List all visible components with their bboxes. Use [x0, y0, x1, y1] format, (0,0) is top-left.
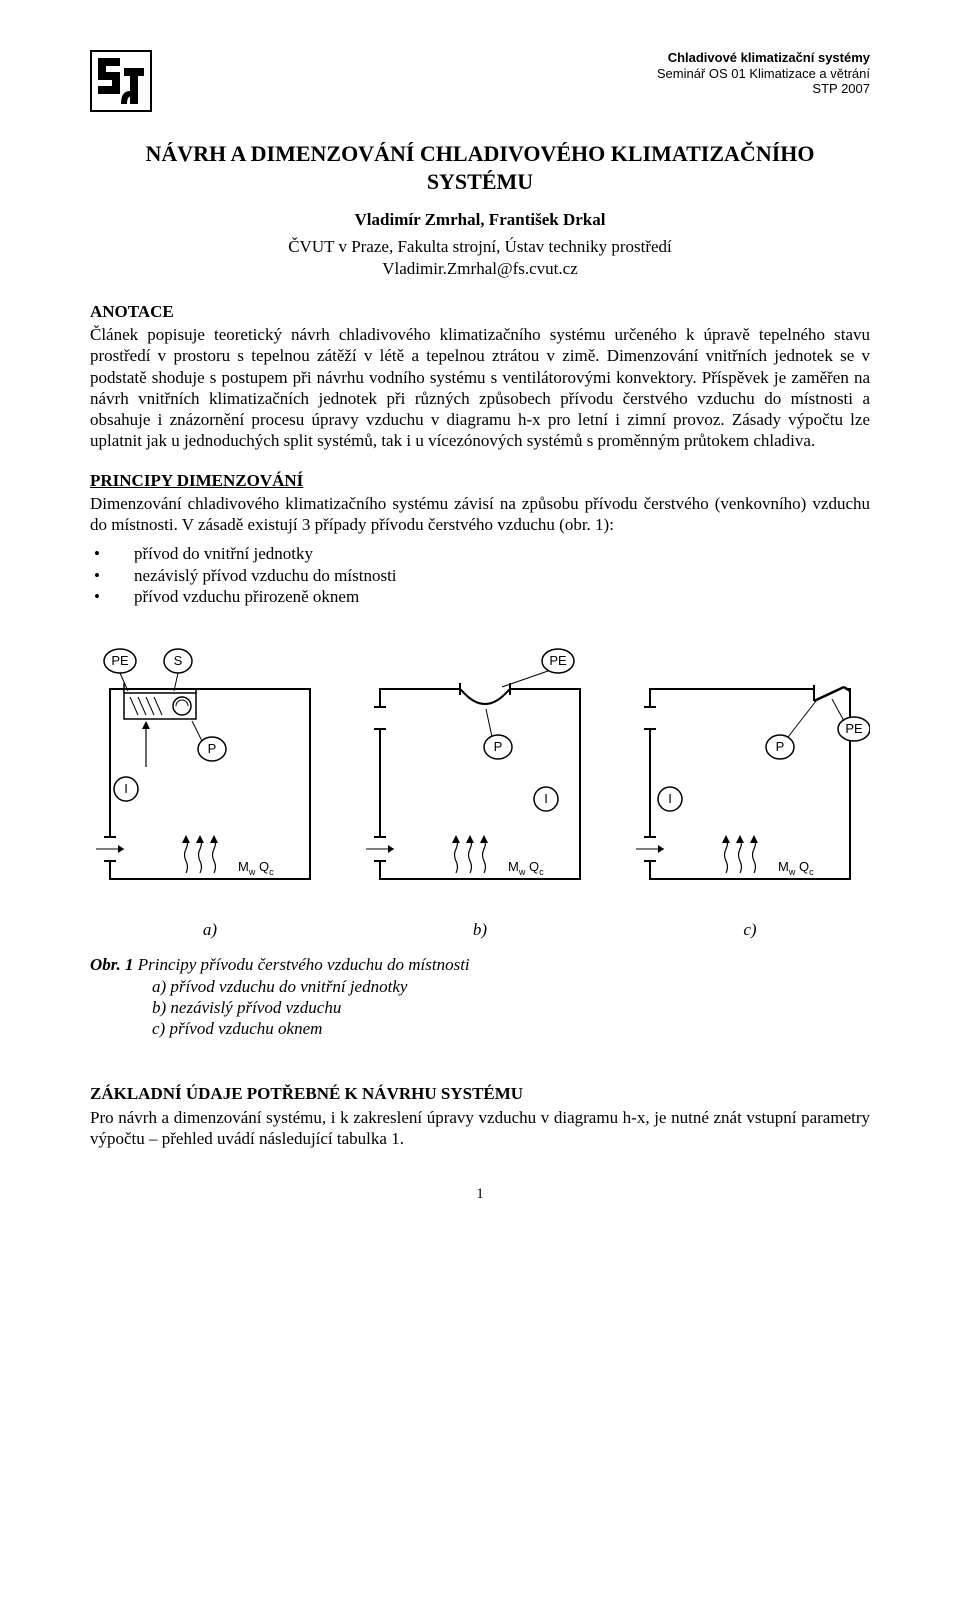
paper-affiliation: ČVUT v Praze, Fakulta strojní, Ústav tec…	[90, 236, 870, 257]
header-line3: STP 2007	[657, 81, 870, 97]
label-pe: PE	[111, 653, 129, 668]
label-p: P	[208, 741, 217, 756]
label-p: P	[776, 739, 785, 754]
figure-row: PE S P I	[90, 629, 870, 909]
label-i: I	[124, 781, 128, 796]
figure-panel-b: PE P I Mw Qc	[360, 629, 600, 909]
bullet-list: • přívod do vnitřní jednotky • nezávislý…	[90, 543, 870, 607]
label-s: S	[174, 653, 183, 668]
figure-captions: a) b) c)	[90, 919, 870, 940]
section-principy-heading: PRINCIPY DIMENZOVÁNÍ	[90, 470, 870, 491]
section-zakladni-heading: ZÁKLADNÍ ÚDAJE POTŘEBNÉ K NÁVRHU SYSTÉMU	[90, 1083, 870, 1104]
header-line2: Seminář OS 01 Klimatizace a větrání	[657, 66, 870, 82]
bullet-icon: •	[94, 543, 104, 564]
paper-title: NÁVRH A DIMENZOVÁNÍ CHLADIVOVÉHO KLIMATI…	[90, 140, 870, 195]
figure-desc: Principy přívodu čerstvého vzduchu do mí…	[133, 955, 469, 974]
bullet-icon: •	[94, 565, 104, 586]
label-pe: PE	[845, 721, 863, 736]
section-principy-body: Dimenzování chladivového klimatizačního …	[90, 493, 870, 536]
section-anotace-body: Článek popisuje teoretický návrh chladiv…	[90, 324, 870, 452]
page-header: Chladivové klimatizační systémy Seminář …	[90, 50, 870, 112]
bullet-text: přívod vzduchu přirozeně oknem	[134, 586, 359, 607]
list-item: • přívod do vnitřní jednotky	[90, 543, 870, 564]
figure-sub-a: a) přívod vzduchu do vnitřní jednotky	[90, 976, 870, 997]
figure-legend: Obr. 1 Principy přívodu čerstvého vzduch…	[90, 954, 870, 1039]
figure-sub-c: c) přívod vzduchu oknem	[90, 1018, 870, 1039]
section-anotace-heading: ANOTACE	[90, 301, 870, 322]
logo	[90, 50, 152, 112]
caption-c: c)	[630, 919, 870, 940]
paper-email: Vladimir.Zmrhal@fs.cvut.cz	[90, 258, 870, 279]
figure-panel-a: PE S P I	[90, 629, 330, 909]
bullet-text: nezávislý přívod vzduchu do místnosti	[134, 565, 397, 586]
header-text: Chladivové klimatizační systémy Seminář …	[657, 50, 870, 97]
list-item: • přívod vzduchu přirozeně oknem	[90, 586, 870, 607]
caption-b: b)	[360, 919, 600, 940]
header-line1: Chladivové klimatizační systémy	[657, 50, 870, 66]
paper-author: Vladimír Zmrhal, František Drkal	[90, 209, 870, 230]
label-p: P	[494, 739, 503, 754]
label-i: I	[668, 791, 672, 806]
page-number: 1	[90, 1185, 870, 1204]
label-pe: PE	[549, 653, 567, 668]
figure-label: Obr. 1	[90, 955, 133, 974]
section-zakladni-body: Pro návrh a dimenzování systému, i k zak…	[90, 1107, 870, 1150]
figure-sub-b: b) nezávislý přívod vzduchu	[90, 997, 870, 1018]
bullet-icon: •	[94, 586, 104, 607]
bullet-text: přívod do vnitřní jednotky	[134, 543, 313, 564]
caption-a: a)	[90, 919, 330, 940]
label-i: I	[544, 791, 548, 806]
list-item: • nezávislý přívod vzduchu do místnosti	[90, 565, 870, 586]
figure-panel-c: PE P I Mw Qc	[630, 629, 870, 909]
